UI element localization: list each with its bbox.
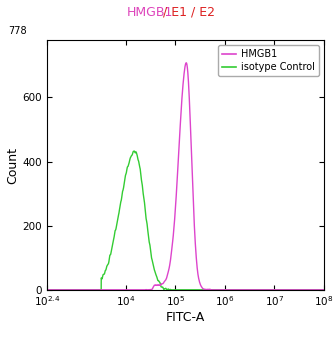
Y-axis label: Count: Count <box>6 147 19 184</box>
Legend: HMGB1, isotype Control: HMGB1, isotype Control <box>218 45 319 76</box>
Text: / E1 / E2: / E1 / E2 <box>127 5 215 19</box>
Text: HMGB1: HMGB1 <box>127 5 173 19</box>
Text: 778: 778 <box>8 26 26 36</box>
X-axis label: FITC-A: FITC-A <box>166 311 205 324</box>
